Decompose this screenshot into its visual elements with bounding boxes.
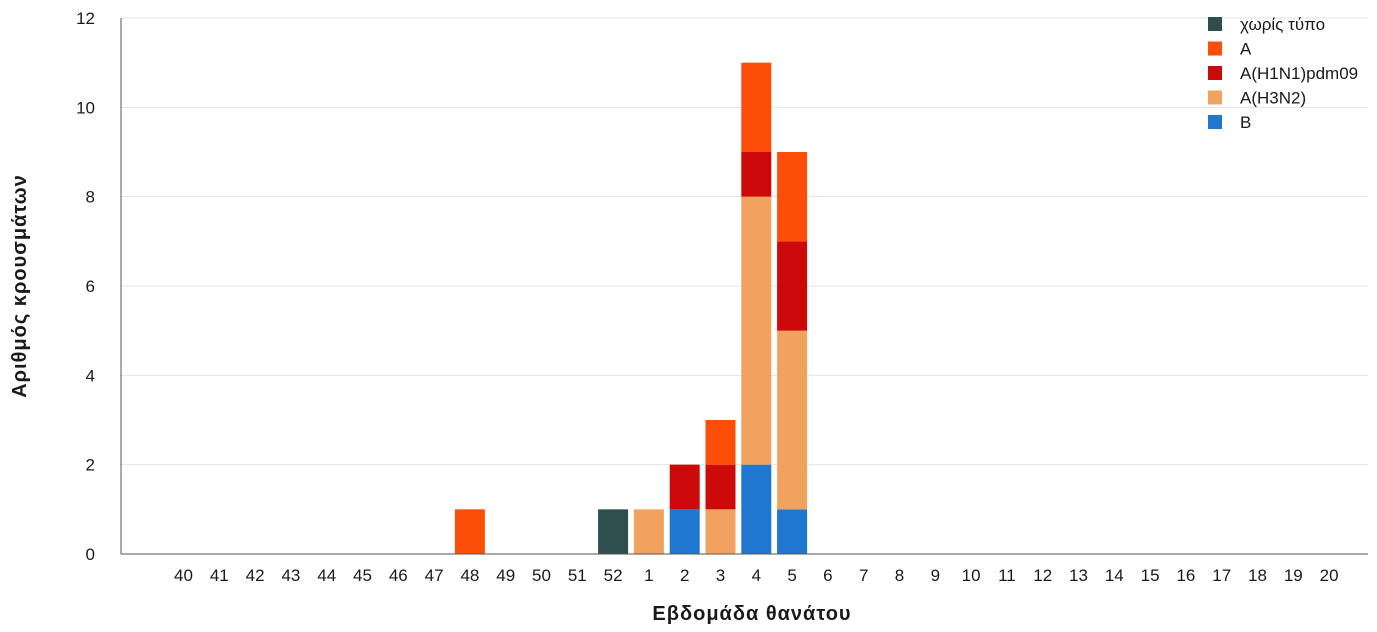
x-tick-label: 51 (568, 566, 587, 585)
y-tick-label: 0 (86, 545, 95, 564)
x-tick-label: 13 (1069, 566, 1088, 585)
x-tick-label: 44 (317, 566, 336, 585)
legend-swatch (1208, 17, 1222, 31)
x-tick-label: 20 (1320, 566, 1339, 585)
y-tick-labels: 0 2 4 6 8 10 12 (76, 9, 95, 564)
x-tick-label: 17 (1212, 566, 1231, 585)
x-axis-title: Εβδομάδα θανάτου (652, 603, 851, 625)
x-tick-label: 42 (246, 566, 265, 585)
bar-segment (669, 509, 700, 554)
x-tick-label: 14 (1105, 566, 1124, 585)
legend-label: A(H3N2) (1240, 89, 1306, 108)
y-tick-label: 8 (86, 188, 95, 207)
bar-segment (777, 330, 808, 510)
bar-segment (669, 464, 700, 510)
x-tick-label: 49 (496, 566, 515, 585)
x-tick-label: 48 (460, 566, 479, 585)
y-axis-title: Αριθμός κρουσμάτων (9, 174, 31, 398)
bar-segment (777, 152, 808, 242)
bars (454, 62, 808, 554)
bar-segment (598, 509, 629, 554)
x-tick-label: 9 (931, 566, 940, 585)
y-tick-label: 10 (76, 98, 95, 117)
legend-label: A(H1N1)pdm09 (1240, 64, 1358, 83)
x-tick-label: 16 (1176, 566, 1195, 585)
x-tick-label: 41 (210, 566, 229, 585)
x-tick-label: 19 (1284, 566, 1303, 585)
bar-segment (454, 509, 485, 554)
x-tick-label: 11 (998, 566, 1016, 585)
bar-segment (741, 152, 772, 197)
bar-segment (741, 62, 772, 152)
x-tick-label: 4 (752, 566, 761, 585)
x-tick-label: 43 (281, 566, 300, 585)
bar-segment (705, 509, 736, 554)
x-tick-label: 46 (389, 566, 408, 585)
x-tick-label: 18 (1248, 566, 1267, 585)
x-tick-label: 2 (680, 566, 689, 585)
legend-label: A (1240, 40, 1252, 59)
legend-swatch (1208, 90, 1222, 105)
bar-segment (741, 196, 772, 465)
bar-segment (705, 464, 736, 510)
legend-swatch (1208, 66, 1222, 80)
x-tick-label: 47 (425, 566, 444, 585)
bar-segment (777, 241, 808, 331)
x-tick-label: 50 (532, 566, 551, 585)
legend-swatch (1208, 41, 1222, 56)
x-tick-label: 45 (353, 566, 372, 585)
axes (120, 18, 1368, 555)
x-tick-label: 1 (644, 566, 653, 585)
x-tick-label: 40 (174, 566, 193, 585)
y-tick-label: 6 (86, 277, 95, 296)
x-tick-label: 3 (716, 566, 725, 585)
y-tick-label: 12 (76, 9, 95, 28)
bar-segment (741, 464, 772, 554)
legend-label: χωρίς τύπο (1240, 15, 1325, 34)
legend-swatch (1208, 115, 1222, 129)
x-tick-label: 8 (895, 566, 904, 585)
x-tick-labels: 40 41 42 43 44 45 46 47 48 49 50 51 52 1 2 3 4 5 6 7 8 9 10 11 1… (174, 566, 1339, 585)
legend-label: B (1240, 113, 1251, 132)
x-tick-label: 10 (962, 566, 981, 585)
x-tick-label: 6 (823, 566, 832, 585)
x-tick-label: 15 (1141, 566, 1160, 585)
y-tick-label: 2 (86, 456, 95, 475)
bar-segment (633, 509, 664, 554)
legend: χωρίς τύπο A A(H1N1)pdm09 A(H3N2) B (1208, 15, 1358, 132)
x-tick-label: 7 (859, 566, 868, 585)
bar-segment (777, 509, 808, 554)
x-tick-label: 5 (787, 566, 796, 585)
x-tick-label: 52 (604, 566, 623, 585)
y-tick-label: 4 (86, 366, 95, 385)
bar-segment (705, 420, 736, 465)
x-tick-label: 12 (1033, 566, 1052, 585)
